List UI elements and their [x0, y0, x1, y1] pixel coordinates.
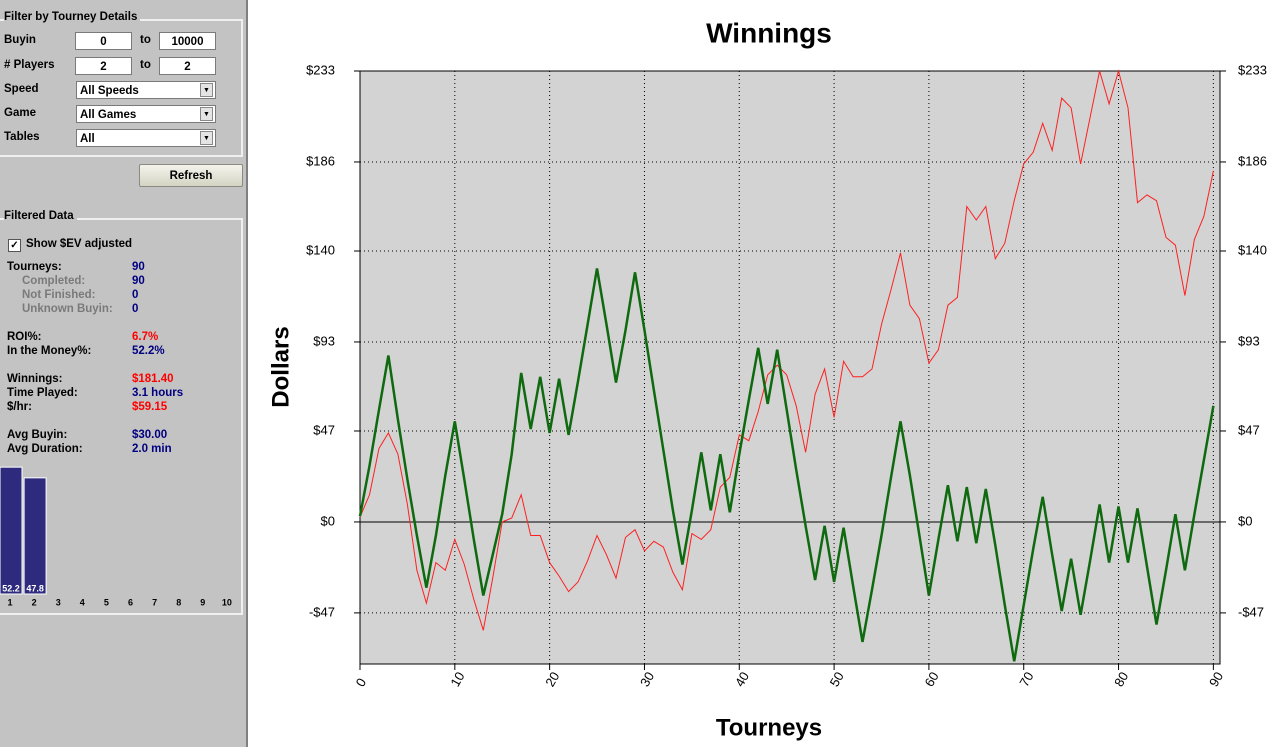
series-line — [358, 268, 1215, 662]
dist-tick-label: 2 — [32, 597, 37, 607]
x-tick-label: 20 — [542, 669, 562, 689]
dropdown[interactable]: All Speeds — [76, 81, 216, 99]
x-tick-label: 30 — [637, 669, 657, 689]
stat-value: 3.1 hours — [132, 387, 184, 399]
filter-label: Buyin — [4, 34, 36, 46]
dropdown[interactable]: All Games — [76, 105, 216, 123]
stat-label: Avg Buyin: — [7, 429, 68, 441]
min-input[interactable]: 2 — [75, 57, 132, 75]
filter-label: Speed — [4, 83, 39, 95]
y-tick-label: $140 — [306, 242, 335, 257]
max-input[interactable]: 2 — [159, 57, 216, 75]
series-line — [359, 69, 1214, 631]
y2-tick-label: $0 — [1238, 513, 1252, 528]
dist-tick-label: 7 — [152, 597, 157, 607]
dropdown-arrow[interactable]: ▼ — [200, 107, 213, 121]
stat-label: Avg Duration: — [7, 443, 83, 455]
y2-tick-label: $186 — [1238, 153, 1267, 168]
dist-value-label: 52.2 — [2, 583, 20, 593]
dist-tick-label: 3 — [56, 597, 61, 607]
chart-title: Winnings — [706, 17, 832, 48]
range-sep: to — [140, 59, 151, 71]
dropdown-arrow[interactable]: ▼ — [200, 131, 213, 145]
dist-tick-label: 1 — [7, 597, 12, 607]
x-tick-label: 0 — [353, 675, 370, 689]
filter-label: Game — [4, 107, 36, 119]
stat-label: Tourneys: — [7, 261, 62, 273]
y2-tick-label: $233 — [1238, 62, 1267, 77]
stat-label: ROI%: — [7, 331, 42, 343]
section-title: Filtered Data — [4, 210, 77, 222]
y-tick-label: $186 — [306, 153, 335, 168]
y-tick-label: -$47 — [309, 604, 335, 619]
x-tick-label: 40 — [732, 669, 752, 689]
range-sep: to — [140, 34, 151, 46]
stat-value: 90 — [132, 261, 145, 273]
dist-bar — [23, 477, 47, 595]
stat-label: Unknown Buyin: — [22, 303, 113, 315]
x-tick-label: 80 — [1111, 669, 1131, 689]
dist-tick-label: 5 — [104, 597, 109, 607]
x-tick-label: 50 — [827, 669, 847, 689]
refresh-button[interactable]: Refresh — [139, 164, 243, 187]
stat-value: $59.15 — [132, 401, 168, 413]
stat-value: 0 — [132, 289, 139, 301]
chart: Winnings Tourneys Dollars $233 $233 $186 $1… — [267, 17, 1267, 741]
y-tick-label: $233 — [306, 62, 335, 77]
dist-bar — [0, 466, 23, 595]
x-tick-label: 60 — [921, 669, 941, 689]
stat-value: 90 — [132, 275, 145, 287]
stat-label: Winnings: — [7, 373, 63, 385]
x-tick-label: 70 — [1016, 669, 1036, 689]
dropdown[interactable]: All — [76, 129, 216, 147]
y-tick-label: $93 — [313, 333, 335, 348]
dist-tick-label: 9 — [200, 597, 205, 607]
dist-value-label: 47.8 — [26, 583, 44, 593]
stat-label: In the Money%: — [7, 345, 92, 357]
stat-value: 6.7% — [132, 331, 159, 343]
plot-frame — [359, 70, 1221, 665]
y-tick-label: $47 — [313, 422, 335, 437]
plot-area — [359, 70, 1221, 665]
filter-label: # Players — [4, 59, 55, 71]
stat-value: $181.40 — [132, 373, 174, 385]
stat-label: Not Finished: — [22, 289, 96, 301]
stat-value: 52.2% — [132, 345, 165, 357]
stat-value: 0 — [132, 303, 139, 315]
y2-tick-label: $47 — [1238, 422, 1260, 437]
distribution-chart: 1 52.2 2 47.8 3 4 5 6 7 8 9 10 — [0, 466, 232, 607]
section-title: Filter by Tourney Details — [4, 11, 141, 23]
stat-label: $/hr: — [7, 401, 32, 413]
filtered-group-box — [0, 218, 243, 615]
dropdown-arrow[interactable]: ▼ — [200, 83, 213, 97]
y2-tick-label: -$47 — [1238, 604, 1264, 619]
checkbox[interactable]: ✓ — [8, 239, 21, 252]
filter-label: Tables — [4, 131, 40, 143]
y2-tick-label: $93 — [1238, 333, 1260, 348]
min-input[interactable]: 0 — [75, 32, 132, 50]
y-tick-label: $0 — [321, 513, 335, 528]
x-axis-label: Tourneys — [716, 714, 822, 741]
stat-value: 2.0 min — [132, 443, 172, 455]
y-axis-label: Dollars — [267, 326, 294, 407]
dist-tick-label: 6 — [128, 597, 133, 607]
x-tick-label: 90 — [1206, 669, 1226, 689]
max-input[interactable]: 10000 — [159, 32, 216, 50]
stat-label: Time Played: — [7, 387, 78, 399]
checkbox-label[interactable]: Show $EV adjusted — [26, 238, 133, 250]
stat-value: $30.00 — [132, 429, 168, 441]
y2-tick-label: $140 — [1238, 242, 1267, 257]
dist-tick-label: 4 — [80, 597, 85, 607]
dist-tick-label: 8 — [176, 597, 181, 607]
filter-panel: Filter by Tourney Details Refresh Filter… — [0, 0, 248, 747]
stat-label: Completed: — [22, 275, 86, 287]
x-tick-label: 10 — [447, 669, 467, 689]
dist-tick-label: 10 — [222, 597, 232, 607]
